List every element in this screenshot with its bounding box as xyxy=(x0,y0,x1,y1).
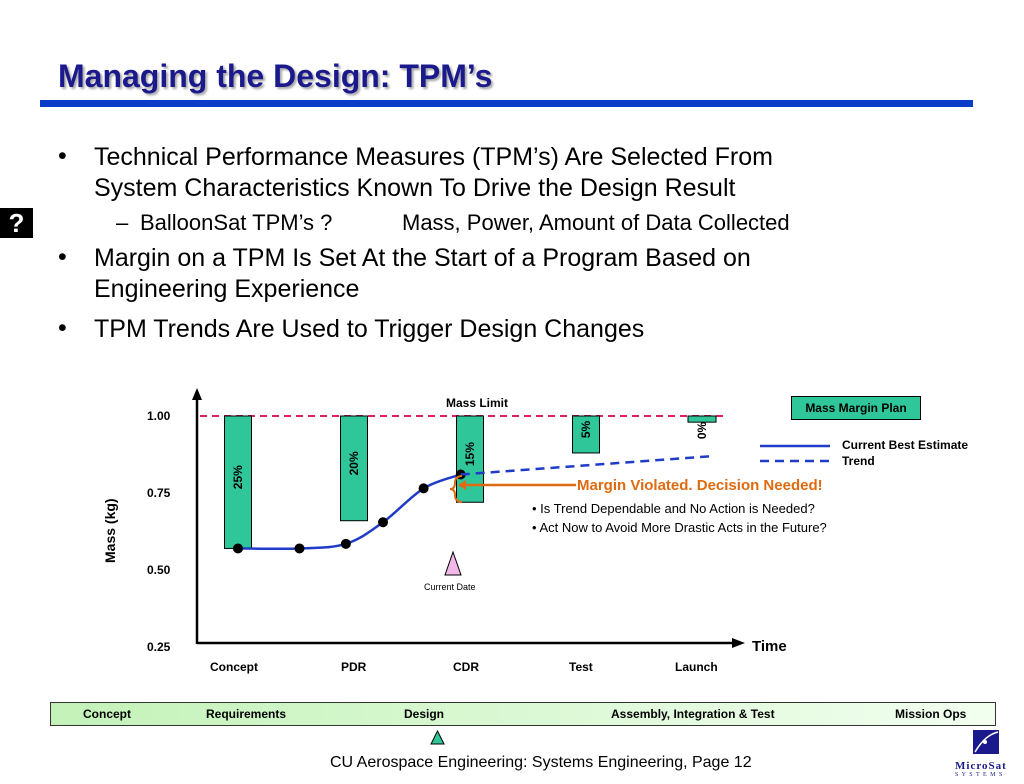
margin-label-launch: 0% xyxy=(695,421,709,439)
estimate-point xyxy=(233,543,243,554)
program-phase-bar xyxy=(50,702,996,726)
margin-box-concept xyxy=(224,415,252,549)
y-tick-label-4: 0.25 xyxy=(147,640,171,654)
legend-current-best-estimate: Current Best Estimate xyxy=(842,438,969,452)
bullet-1: Technical Performance Measures (TPM’s) A… xyxy=(94,142,773,204)
y-axis-label: Mass (kg) xyxy=(102,498,118,563)
bullet-2: Margin on a TPM Is Set At the Start of a… xyxy=(94,243,751,305)
phase-concept: Concept xyxy=(83,707,131,721)
slide-title: Managing the Design: TPM’s xyxy=(58,58,493,94)
margin-violated-annotation: Margin Violated. Decision Needed! xyxy=(577,477,823,494)
estimate-point xyxy=(340,538,351,549)
x-tick-pdr: PDR xyxy=(341,660,367,674)
y-axis-arrow xyxy=(192,388,202,400)
current-date-label: Current Date xyxy=(424,582,476,592)
bullet-3: TPM Trends Are Used to Trigger Design Ch… xyxy=(94,314,644,345)
estimate-point xyxy=(418,483,429,494)
current-date-marker xyxy=(444,550,462,576)
x-tick-launch: Launch xyxy=(675,660,718,674)
estimate-point xyxy=(378,517,388,528)
footer-text: CU Aerospace Engineering: Systems Engine… xyxy=(330,754,752,771)
x-tick-test: Test xyxy=(569,660,593,674)
x-tick-concept: Concept xyxy=(210,660,258,674)
phase-design: Design xyxy=(404,707,445,721)
bullet-1-line-2: System Characteristics Known To Drive th… xyxy=(94,174,736,202)
margin-box-test xyxy=(572,415,600,454)
y-tick-label-1: 1.00 xyxy=(147,409,171,423)
x-axis-label: Time xyxy=(752,638,787,655)
annotation-note-2: • Act Now to Avoid More Drastic Acts in … xyxy=(532,520,827,535)
margin-box-launch xyxy=(687,415,717,423)
trend-line xyxy=(460,454,714,476)
margin-label-pdr: 20% xyxy=(347,451,361,475)
margin-box-pdr xyxy=(340,415,368,522)
margin-label-concept: 25% xyxy=(231,465,245,489)
bullet-marker-2: • xyxy=(58,243,67,271)
phase-assembly-integration-test: Assembly, Integration & Test xyxy=(611,707,775,721)
sub-bullet-dash: – xyxy=(116,210,129,235)
y-tick-label-3: 0.50 xyxy=(147,563,171,577)
bullet-1-line-1: Technical Performance Measures (TPM’s) A… xyxy=(94,143,773,171)
bullet-marker-3: • xyxy=(58,314,67,342)
logo-line-1: MicroSat xyxy=(955,760,1007,772)
bullet-marker-1: • xyxy=(58,142,67,170)
title-underline xyxy=(40,100,973,107)
sub-bullet-value: Mass, Power, Amount of Data Collected xyxy=(402,210,790,235)
y-tick-label-2: 0.75 xyxy=(147,486,171,500)
annotation-note-1: • Is Trend Dependable and No Action is N… xyxy=(532,501,815,516)
mass-limit-label: Mass Limit xyxy=(446,396,509,410)
margin-violated-bracket xyxy=(449,475,463,503)
sub-bullet-label: BalloonSat TPM’s ? xyxy=(140,210,333,235)
phase-requirements: Requirements xyxy=(206,707,287,721)
estimate-point xyxy=(294,543,305,554)
margin-label-cdr: 15% xyxy=(463,442,477,466)
logo-wordmark: MicroSat S Y S T E M S xyxy=(955,760,1007,778)
bullet-2-line-1: Margin on a TPM Is Set At the Start of a… xyxy=(94,244,751,272)
mass-margin-plan-legend: Mass Margin Plan xyxy=(791,396,921,420)
margin-label-test: 5% xyxy=(579,420,593,438)
bullet-3-line-1: TPM Trends Are Used to Trigger Design Ch… xyxy=(94,315,645,343)
x-tick-cdr: CDR xyxy=(453,660,479,674)
logo-line-2: S Y S T E M S xyxy=(955,772,1004,778)
phase-mission-ops: Mission Ops xyxy=(895,707,967,721)
annotation-arrow-head xyxy=(458,480,466,490)
x-axis-arrow xyxy=(732,638,745,648)
help-icon[interactable]: ? xyxy=(0,208,33,238)
bullet-2-line-2: Engineering Experience xyxy=(94,275,360,303)
legend-trend: Trend xyxy=(842,454,875,468)
margin-box-cdr xyxy=(456,415,484,503)
